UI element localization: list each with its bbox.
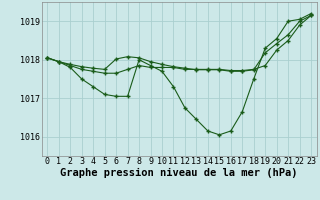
X-axis label: Graphe pression niveau de la mer (hPa): Graphe pression niveau de la mer (hPa) xyxy=(60,168,298,178)
